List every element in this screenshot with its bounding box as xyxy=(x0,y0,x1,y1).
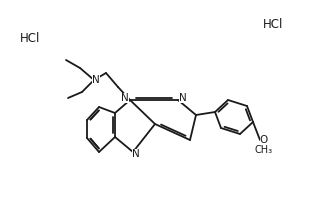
Text: HCl: HCl xyxy=(20,31,40,45)
Text: N: N xyxy=(179,93,187,103)
Text: N: N xyxy=(121,93,129,103)
Text: N: N xyxy=(92,75,100,85)
Text: HCl: HCl xyxy=(263,19,283,31)
Text: CH₃: CH₃ xyxy=(255,145,273,155)
Text: N: N xyxy=(132,149,140,159)
Text: O: O xyxy=(260,135,268,145)
